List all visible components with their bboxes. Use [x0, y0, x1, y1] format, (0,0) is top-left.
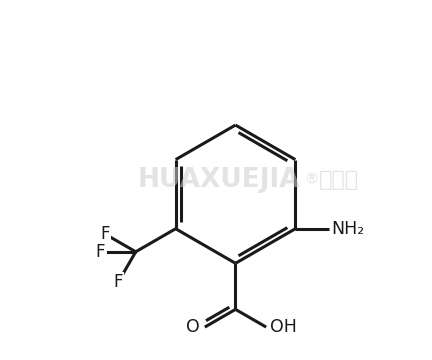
Text: ®: ®: [305, 173, 318, 187]
Text: O: O: [186, 318, 200, 336]
Text: HUAXUEJIA: HUAXUEJIA: [138, 167, 301, 193]
Text: F: F: [100, 225, 110, 243]
Text: OH: OH: [270, 318, 297, 336]
Text: F: F: [113, 274, 123, 292]
Text: 化学加: 化学加: [319, 170, 359, 190]
Text: F: F: [95, 243, 105, 261]
Text: NH₂: NH₂: [331, 220, 364, 238]
